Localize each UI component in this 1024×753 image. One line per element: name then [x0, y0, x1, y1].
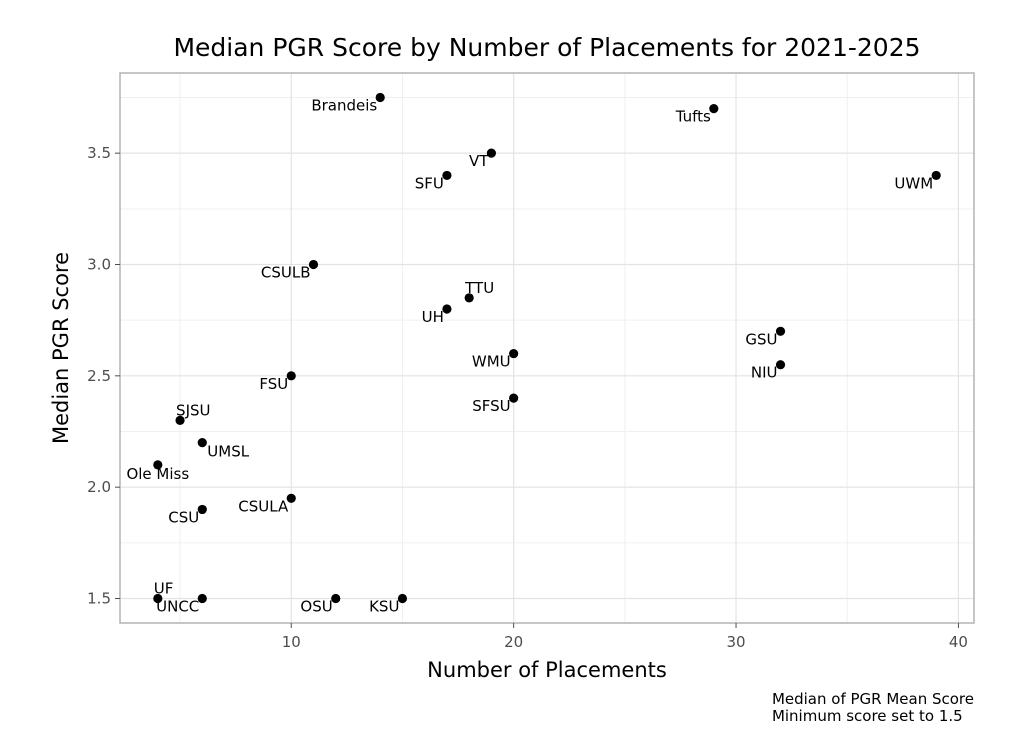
data-label: SJSU: [176, 401, 210, 419]
y-tick-label: 3.0: [87, 255, 111, 273]
data-label: OSU: [300, 598, 332, 616]
data-point: [709, 104, 719, 114]
data-point: [464, 293, 474, 303]
caption-line-1: Median of PGR Mean Score: [771, 690, 974, 708]
data-label: NIU: [751, 364, 778, 382]
data-label: Ole Miss: [126, 465, 189, 483]
data-point: [509, 348, 519, 359]
data-point: [286, 493, 296, 503]
y-axis-title: Median PGR Score: [49, 251, 73, 445]
data-label: Tufts: [675, 108, 711, 126]
data-point: [286, 371, 296, 381]
data-point: [397, 593, 408, 604]
x-tick-label: 40: [949, 633, 968, 651]
data-point: [153, 460, 163, 470]
data-label: UF: [154, 580, 174, 598]
x-tick-label: 30: [726, 633, 745, 651]
data-point: [931, 170, 941, 181]
data-label: CSU: [168, 508, 199, 526]
data-point: [775, 326, 786, 336]
data-point: [175, 415, 185, 425]
y-tick-label: 3.5: [87, 144, 111, 162]
data-point: [153, 593, 163, 604]
data-label: GSU: [745, 330, 777, 348]
data-point: [308, 259, 319, 270]
plot-panel-border: [119, 72, 975, 624]
x-tick-label: 20: [504, 633, 523, 651]
y-tick-label: 2.0: [87, 478, 111, 496]
data-label: Brandeis: [311, 96, 377, 114]
data-label: TTU: [464, 279, 494, 297]
x-tick-label: 10: [282, 633, 301, 651]
data-label: SFU: [415, 174, 444, 192]
data-point: [197, 504, 207, 515]
data-label: UH: [422, 308, 444, 326]
data-point: [775, 360, 786, 370]
data-point: [442, 170, 452, 181]
data-label: VT: [469, 152, 489, 170]
data-label: UMSL: [207, 443, 249, 461]
data-label: SFSU: [472, 397, 510, 415]
x-axis-title: Number of Placements: [427, 658, 667, 682]
data-label: WMU: [472, 353, 511, 371]
data-label: UWM: [894, 174, 933, 192]
data-point: [486, 148, 497, 158]
data-label: KSU: [369, 598, 399, 616]
data-label: CSULB: [261, 263, 311, 281]
caption-line-2: Minimum score set to 1.5: [771, 707, 963, 725]
data-label: UNCC: [156, 598, 199, 616]
data-point: [509, 393, 519, 403]
y-tick-label: 1.5: [87, 590, 111, 608]
data-point: [442, 304, 452, 314]
chart-caption: Median of PGR Mean Score Minimum score s…: [772, 691, 974, 725]
data-label: FSU: [259, 375, 288, 393]
data-point: [375, 92, 385, 103]
data-point: [331, 593, 341, 604]
data-point: [197, 593, 207, 604]
y-tick-label: 2.5: [87, 367, 111, 385]
data-point: [197, 438, 207, 448]
chart-title: Median PGR Score by Number of Placements…: [173, 33, 921, 62]
data-label: CSULA: [238, 497, 289, 515]
